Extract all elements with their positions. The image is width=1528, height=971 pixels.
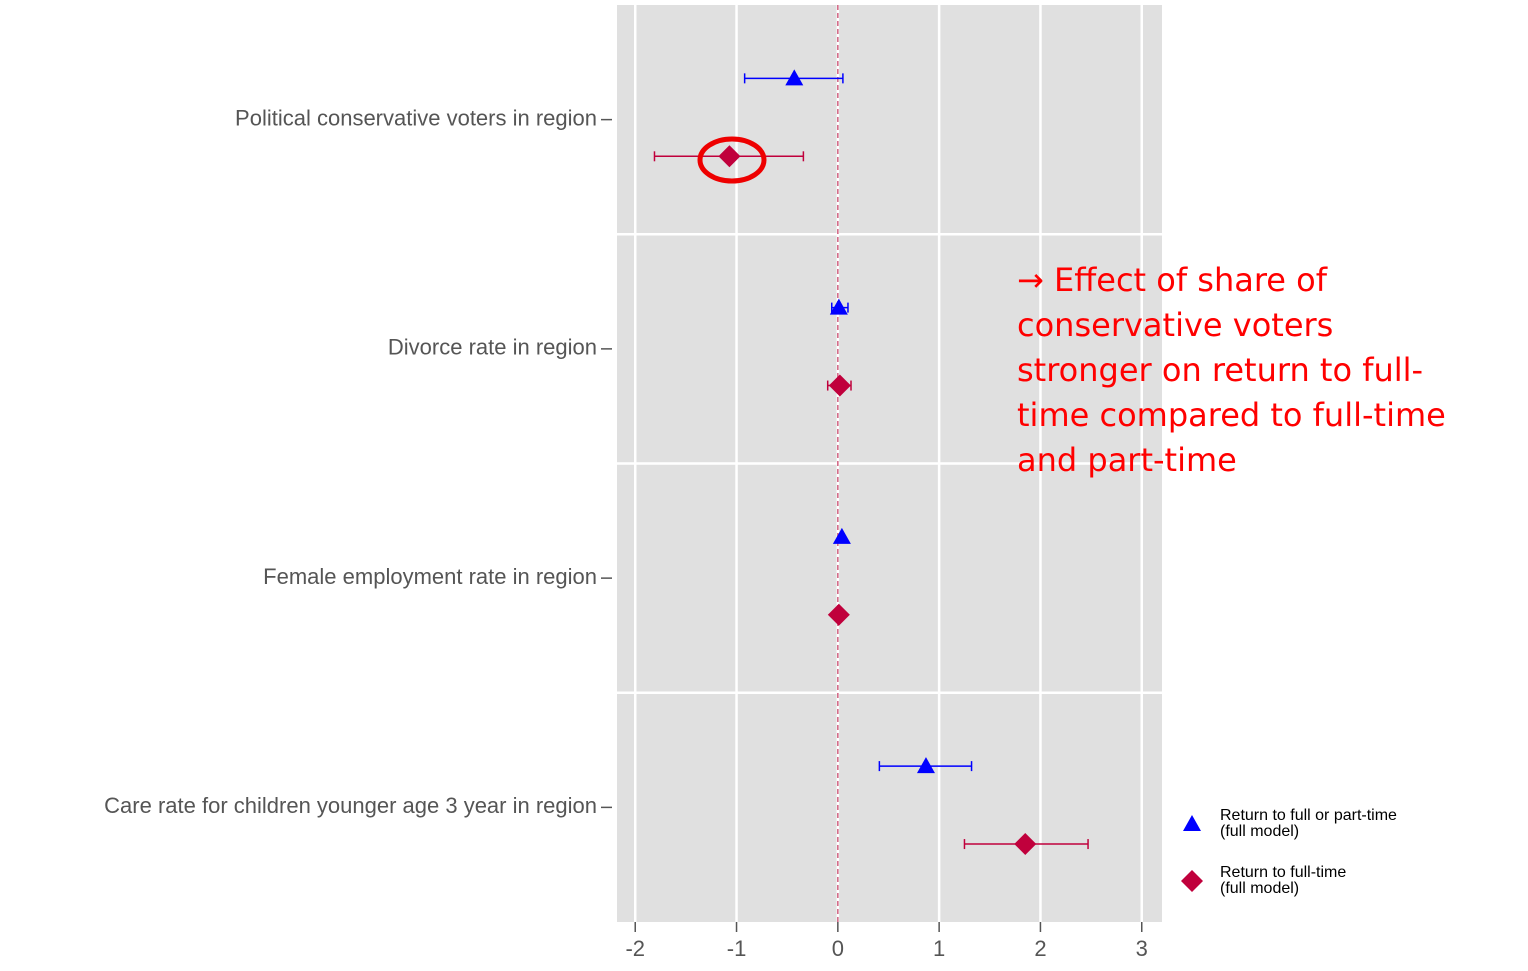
- x-tick-label: 0: [832, 936, 844, 961]
- legend-marker: [1183, 815, 1201, 831]
- x-tick-label: 3: [1136, 936, 1148, 961]
- x-tick-label: 2: [1034, 936, 1046, 961]
- annotation-line: stronger on return to full-: [1017, 351, 1424, 389]
- annotation-line: → Effect of share of: [1017, 261, 1327, 299]
- annotation-line: and part-time: [1017, 441, 1237, 479]
- point: [829, 298, 848, 315]
- point: [827, 603, 850, 626]
- y-tick-label: Political conservative voters in region: [235, 105, 597, 130]
- annotation: → Effect of share of conservative voters s…: [1017, 258, 1446, 483]
- point: [832, 527, 851, 544]
- point: [916, 757, 935, 774]
- annotation-line: conservative voters: [1017, 306, 1334, 344]
- x-tick-label: -1: [727, 936, 747, 961]
- point: [1014, 833, 1037, 856]
- annotation-line: time compared to full-time: [1017, 396, 1446, 434]
- legend-marker: [1181, 870, 1203, 892]
- legend-label: Return to full-time (full model): [1220, 864, 1347, 897]
- point: [785, 69, 804, 86]
- x-tick-label: 1: [933, 936, 945, 961]
- legend-label: Return to full or part-time (full model): [1220, 807, 1397, 840]
- highlight-circle: [697, 136, 767, 184]
- point: [718, 145, 741, 168]
- x-tick-label: -2: [625, 936, 645, 961]
- y-tick-label: Female employment rate in region: [263, 564, 597, 589]
- y-tick-label: Care rate for children younger age 3 yea…: [104, 793, 597, 818]
- point: [828, 374, 851, 397]
- y-tick-label: Divorce rate in region: [388, 335, 597, 360]
- plot-layer: -2 -1 0 1 2 3 Political conservative voters in…: [104, 5, 1162, 961]
